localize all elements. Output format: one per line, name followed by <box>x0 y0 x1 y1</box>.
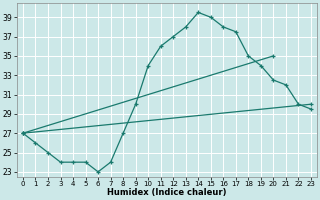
X-axis label: Humidex (Indice chaleur): Humidex (Indice chaleur) <box>107 188 227 197</box>
